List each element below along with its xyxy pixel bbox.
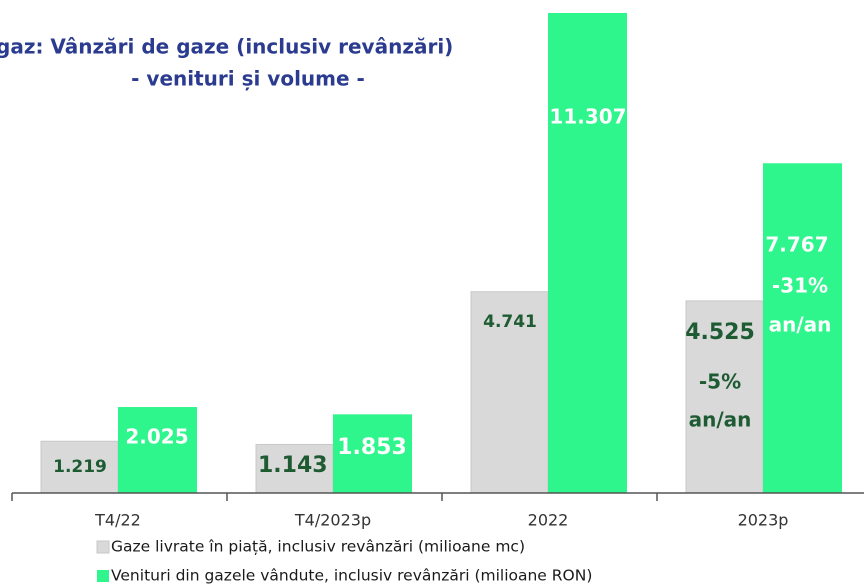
chart-subtitle: - venituri și volume - xyxy=(131,67,365,91)
data-label: 7.767 xyxy=(765,233,828,257)
bar xyxy=(333,414,412,493)
annotation: -31% xyxy=(772,274,828,298)
data-label: 1.143 xyxy=(258,453,328,478)
bar xyxy=(548,13,627,493)
data-label: 1.219 xyxy=(53,457,107,477)
annotation: -5% xyxy=(699,370,741,394)
bar xyxy=(40,440,119,494)
x-tick-label: T4/22 xyxy=(94,511,141,530)
x-tick-label: T4/2023p xyxy=(294,511,371,530)
data-label: 1.853 xyxy=(337,435,407,460)
legend-label: Gaze livrate în piață, inclusiv revânzăr… xyxy=(111,538,525,556)
annotation: an/an xyxy=(769,313,832,337)
bar xyxy=(470,291,549,494)
legend-label: Venituri din gazele vândute, inclusiv re… xyxy=(111,567,592,585)
bar xyxy=(118,407,197,493)
legend-swatch xyxy=(96,540,110,554)
data-label: 4.741 xyxy=(483,312,537,332)
data-label: 11.307 xyxy=(549,105,626,129)
bar xyxy=(255,443,334,494)
annotation: an/an xyxy=(689,408,752,432)
data-label: 4.525 xyxy=(685,320,755,345)
x-tick-label: 2022 xyxy=(528,511,569,530)
chart-title: gaz: Vânzări de gaze (inclusiv revânzări… xyxy=(0,35,453,59)
x-tick-label: 2023p xyxy=(738,511,789,530)
bar xyxy=(685,300,764,494)
bar xyxy=(763,163,842,493)
data-label: 2.025 xyxy=(125,425,188,449)
legend-swatch xyxy=(97,570,109,582)
